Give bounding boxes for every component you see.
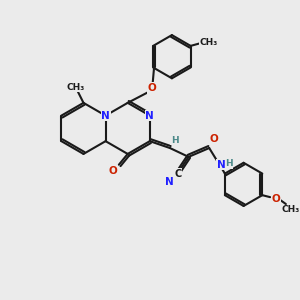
Text: O: O	[148, 83, 157, 93]
Text: N: N	[165, 177, 173, 188]
Text: O: O	[272, 194, 280, 204]
Text: CH₃: CH₃	[67, 82, 85, 91]
Text: H: H	[171, 136, 178, 145]
Text: CH₃: CH₃	[199, 38, 218, 47]
Text: C: C	[174, 169, 182, 178]
Text: O: O	[210, 134, 218, 144]
Text: N: N	[146, 111, 154, 121]
Text: O: O	[109, 166, 117, 176]
Text: N: N	[101, 111, 110, 121]
Text: N: N	[217, 160, 225, 170]
Text: CH₃: CH₃	[282, 206, 300, 214]
Text: H: H	[225, 159, 233, 168]
